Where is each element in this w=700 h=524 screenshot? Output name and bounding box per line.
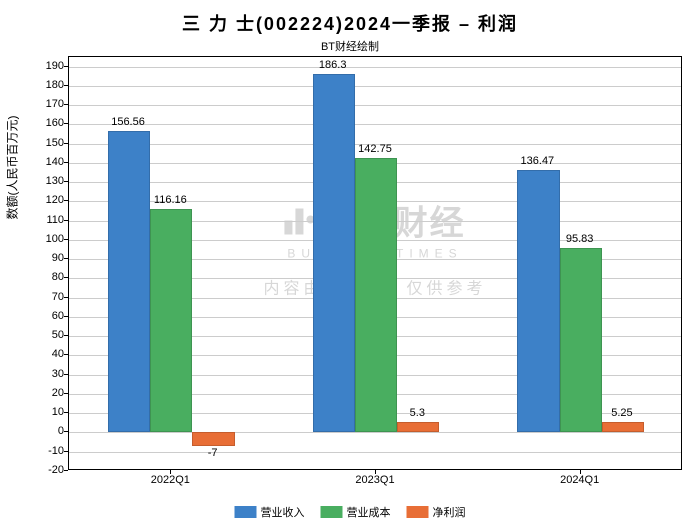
xtick-label: 2022Q1 <box>151 474 190 486</box>
legend-label: 营业成本 <box>347 504 391 520</box>
bar <box>192 432 234 445</box>
grid-line <box>69 432 681 433</box>
bar-value-label: -7 <box>208 447 218 459</box>
ytick-label: 30 <box>34 368 64 380</box>
bar <box>517 170 559 433</box>
ytick-label: 150 <box>34 137 64 149</box>
ytick-label: 40 <box>34 348 64 360</box>
bar <box>150 209 192 433</box>
ytick-mark <box>64 335 68 336</box>
grid-line <box>69 124 681 125</box>
chart-title: 三 力 士(002224)2024一季报 – 利润 <box>0 0 700 36</box>
plot-area: BT财经 BUSINESSTIMES 内容由AI生成，仅供参考 <box>68 56 682 470</box>
ytick-label: 60 <box>34 310 64 322</box>
xtick-mark <box>170 470 171 474</box>
ytick-label: 20 <box>34 387 64 399</box>
xtick-mark <box>375 470 376 474</box>
bar-value-label: 186.3 <box>319 59 347 71</box>
ytick-label: 90 <box>34 252 64 264</box>
legend-item: 营业收入 <box>235 504 305 520</box>
ytick-label: 50 <box>34 329 64 341</box>
bar-value-label: 136.47 <box>521 155 555 167</box>
grid-line <box>69 86 681 87</box>
xtick-label: 2024Q1 <box>560 474 599 486</box>
ytick-label: 140 <box>34 156 64 168</box>
ytick-mark <box>64 104 68 105</box>
ytick-mark <box>64 66 68 67</box>
ytick-label: 70 <box>34 291 64 303</box>
ytick-mark <box>64 220 68 221</box>
ytick-mark <box>64 316 68 317</box>
bar <box>560 248 602 433</box>
chart-subtitle: BT财经绘制 <box>0 38 700 54</box>
ytick-label: 170 <box>34 98 64 110</box>
bar <box>397 422 439 432</box>
ytick-mark <box>64 85 68 86</box>
ytick-label: 100 <box>34 233 64 245</box>
ytick-label: 110 <box>34 214 64 226</box>
xtick-label: 2023Q1 <box>355 474 394 486</box>
ytick-mark <box>64 123 68 124</box>
ytick-mark <box>64 412 68 413</box>
legend-item: 净利润 <box>407 504 466 520</box>
ytick-mark <box>64 470 68 471</box>
bar <box>355 158 397 433</box>
ytick-mark <box>64 297 68 298</box>
ytick-mark <box>64 451 68 452</box>
legend-swatch <box>407 506 429 518</box>
ytick-label: 0 <box>34 425 64 437</box>
ytick-mark <box>64 239 68 240</box>
ytick-label: 180 <box>34 79 64 91</box>
ytick-mark <box>64 354 68 355</box>
grid-line <box>69 452 681 453</box>
ytick-mark <box>64 393 68 394</box>
grid-line <box>69 105 681 106</box>
bar-value-label: 116.16 <box>154 194 187 206</box>
ytick-mark <box>64 277 68 278</box>
legend-label: 营业收入 <box>261 504 305 520</box>
grid-line <box>69 67 681 68</box>
ytick-label: -20 <box>34 464 64 476</box>
bar <box>108 131 150 432</box>
ytick-mark <box>64 143 68 144</box>
bar-value-label: 156.56 <box>111 116 145 128</box>
bar-value-label: 95.83 <box>566 233 594 245</box>
legend-swatch <box>235 506 257 518</box>
ytick-label: 10 <box>34 406 64 418</box>
legend: 营业收入 营业成本 净利润 <box>235 504 466 520</box>
ytick-mark <box>64 431 68 432</box>
bar-value-label: 5.3 <box>410 407 425 419</box>
ytick-label: 120 <box>34 194 64 206</box>
ytick-mark <box>64 200 68 201</box>
bar <box>313 74 355 433</box>
legend-swatch <box>321 506 343 518</box>
xtick-mark <box>580 470 581 474</box>
ytick-mark <box>64 181 68 182</box>
ytick-label: 130 <box>34 175 64 187</box>
bar-value-label: 5.25 <box>611 407 632 419</box>
legend-label: 净利润 <box>433 504 466 520</box>
ytick-mark <box>64 162 68 163</box>
ytick-mark <box>64 258 68 259</box>
y-axis-label: 数额(人民币百万元) <box>4 116 21 220</box>
ytick-label: -10 <box>34 445 64 457</box>
ytick-label: 80 <box>34 271 64 283</box>
ytick-label: 190 <box>34 60 64 72</box>
ytick-mark <box>64 374 68 375</box>
ytick-label: 160 <box>34 117 64 129</box>
legend-item: 营业成本 <box>321 504 391 520</box>
bar <box>602 422 644 432</box>
bar-value-label: 142.75 <box>358 143 392 155</box>
